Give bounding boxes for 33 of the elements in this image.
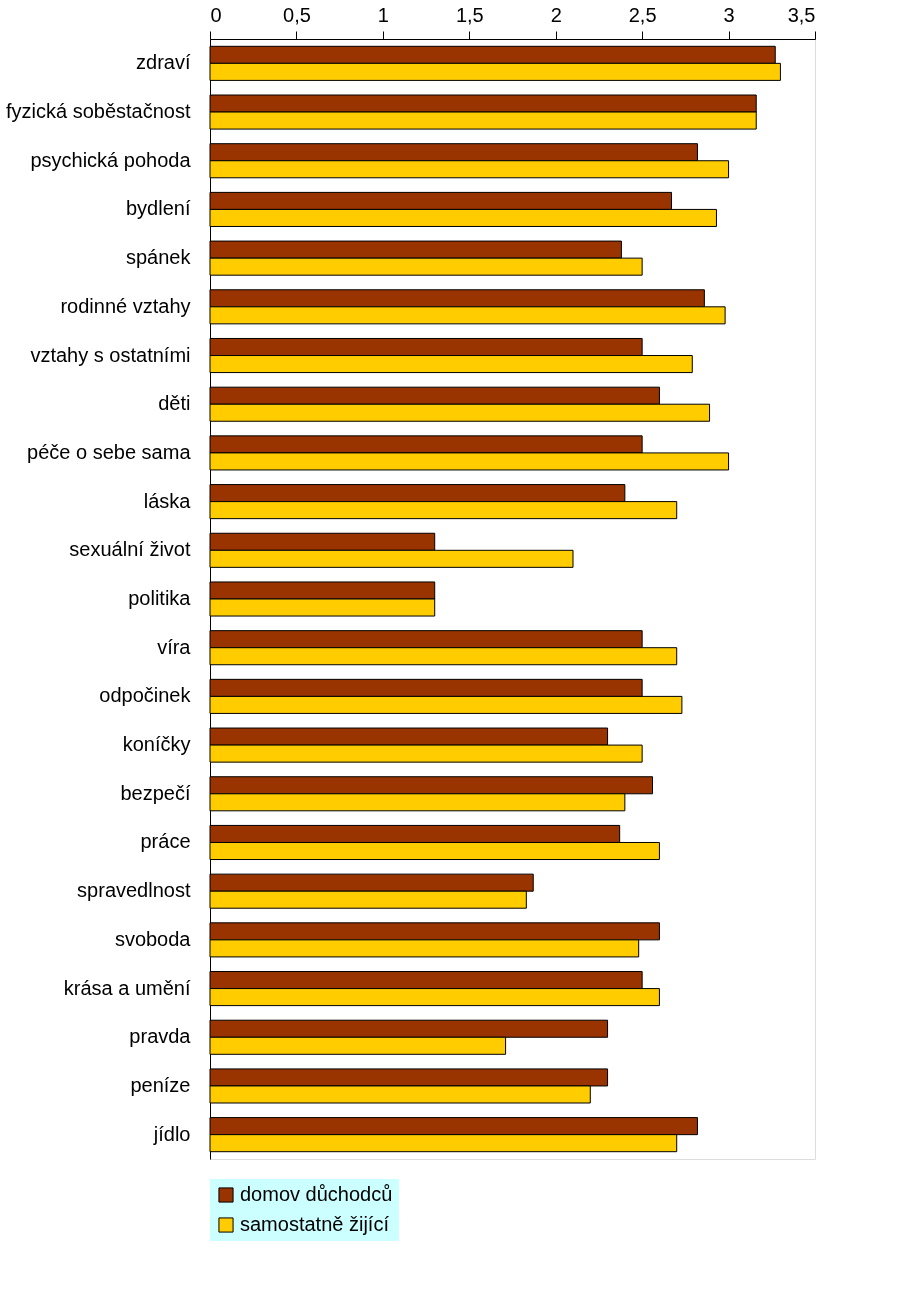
x-tick-label: 1,5 [455, 3, 484, 26]
x-tick-label: 2,5 [628, 3, 657, 26]
x-tick-label: 0,5 [283, 3, 311, 26]
y-tick-label: péče o sebe sama [27, 440, 192, 463]
y-tick-label: spravedlnost [77, 879, 191, 902]
y-tick-label: peníze [130, 1073, 191, 1096]
x-tick-label: 3 [723, 3, 735, 26]
x-tick-label: 3,5 [787, 3, 816, 26]
y-tick-label: zdraví [136, 51, 191, 74]
y-tick-label: láska [143, 489, 192, 512]
y-tick-label: pravda [129, 1025, 192, 1048]
x-tick-label: 2 [550, 3, 562, 26]
y-tick-label: psychická pohoda [30, 148, 192, 171]
y-tick-label: spánek [126, 246, 192, 269]
legend-label: samostatně žijící [240, 1213, 390, 1235]
y-tick-label: vztahy s ostatními [30, 343, 191, 366]
y-tick-label: bezpečí [120, 781, 191, 804]
y-tick-label: děti [158, 392, 191, 415]
y-tick-label: politika [128, 587, 192, 609]
y-tick-label: jídlo [152, 1122, 191, 1145]
y-tick-label: fyzická soběstačnost [5, 100, 191, 123]
x-tick-label: 0 [210, 3, 222, 26]
y-tick-label: odpočinek [99, 684, 192, 707]
y-tick-label: víra [157, 635, 192, 658]
y-tick-label: krása a umění [63, 976, 191, 999]
x-tick-label: 1 [377, 3, 389, 26]
y-tick-label: sexuální život [69, 538, 191, 561]
y-tick-label: práce [140, 830, 191, 853]
y-tick-label: svoboda [114, 927, 192, 950]
y-tick-label: rodinné vztahy [60, 294, 191, 317]
legend-label: domov důchodců [240, 1183, 393, 1205]
y-tick-label: bydlení [126, 197, 191, 220]
y-tick-label: koníčky [122, 733, 191, 756]
